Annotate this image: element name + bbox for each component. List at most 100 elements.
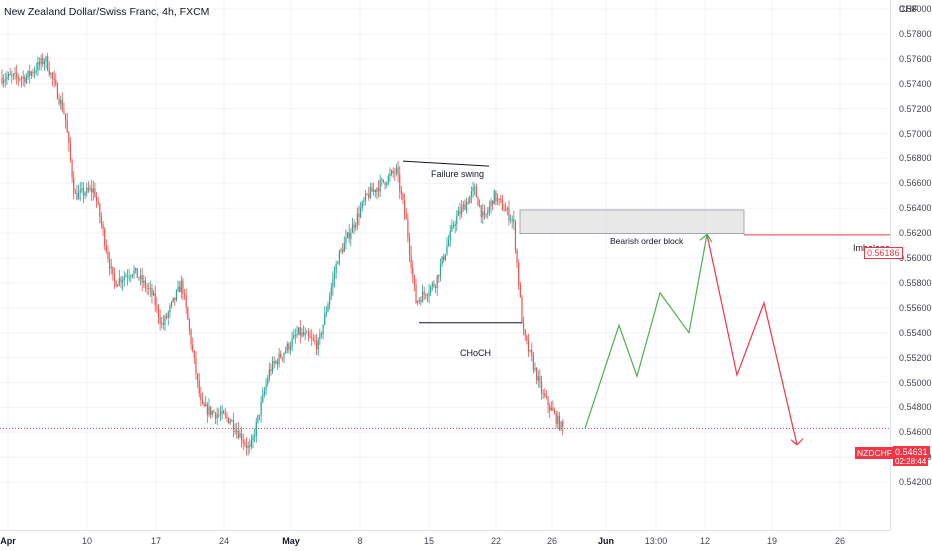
candle bbox=[218, 408, 220, 419]
candle bbox=[553, 407, 556, 415]
candle bbox=[407, 212, 409, 243]
candle bbox=[373, 182, 375, 196]
candle bbox=[183, 289, 186, 301]
candle bbox=[364, 189, 367, 206]
candle bbox=[55, 73, 57, 87]
candle bbox=[322, 324, 324, 340]
candle bbox=[120, 276, 122, 289]
candle bbox=[1, 69, 3, 86]
candle bbox=[417, 300, 419, 306]
candle bbox=[100, 212, 103, 229]
candle bbox=[557, 410, 559, 430]
candle bbox=[285, 346, 287, 354]
candle bbox=[19, 77, 21, 82]
candle bbox=[545, 390, 548, 400]
candle bbox=[9, 67, 11, 76]
candle bbox=[200, 386, 202, 407]
candle bbox=[283, 352, 285, 364]
candle bbox=[237, 422, 239, 440]
candle bbox=[139, 268, 142, 286]
chart-canvas[interactable] bbox=[0, 0, 890, 530]
candle bbox=[265, 377, 267, 396]
candle bbox=[143, 274, 145, 288]
candle bbox=[542, 388, 544, 399]
bearish-order-block-box[interactable] bbox=[519, 209, 745, 235]
candle bbox=[536, 367, 538, 385]
candle bbox=[426, 293, 429, 302]
candle bbox=[214, 412, 217, 425]
candle bbox=[412, 260, 414, 284]
candle bbox=[461, 199, 463, 218]
candle bbox=[505, 202, 507, 212]
candle bbox=[430, 285, 432, 297]
candle bbox=[241, 426, 243, 448]
price-tick: 0.56200 bbox=[899, 228, 932, 239]
candle bbox=[410, 245, 412, 274]
candle bbox=[384, 181, 386, 190]
candle bbox=[428, 284, 430, 304]
candle bbox=[40, 54, 42, 71]
candle bbox=[190, 328, 192, 350]
candle bbox=[71, 158, 73, 183]
projection-down-path[interactable] bbox=[706, 234, 798, 445]
candle bbox=[325, 306, 327, 318]
drawing-overlays[interactable] bbox=[0, 160, 890, 446]
candle bbox=[7, 71, 10, 81]
time-tick: 17 bbox=[150, 536, 162, 546]
candle bbox=[133, 265, 135, 279]
order-block-label: Bearish order block bbox=[610, 236, 684, 246]
candle bbox=[211, 410, 213, 418]
chart-pane[interactable]: New Zealand Dollar/Swiss Franc, 4h, FXCM… bbox=[0, 0, 890, 530]
candle bbox=[555, 410, 557, 428]
candle bbox=[108, 251, 111, 276]
imbalance-price-tag: 0.56186 bbox=[864, 247, 903, 259]
candle bbox=[268, 362, 270, 382]
candle bbox=[562, 419, 564, 436]
candle bbox=[351, 217, 354, 234]
candle bbox=[315, 333, 318, 356]
candle bbox=[508, 200, 510, 226]
price-tick: 0.57000 bbox=[899, 128, 932, 139]
candle bbox=[368, 186, 370, 201]
projection-up-path[interactable] bbox=[584, 234, 708, 429]
price-tick: 0.57600 bbox=[899, 53, 932, 64]
candle bbox=[459, 202, 461, 220]
candle bbox=[278, 348, 280, 368]
price-tick: 0.56600 bbox=[899, 178, 932, 189]
candle bbox=[307, 328, 310, 342]
candle bbox=[327, 301, 329, 313]
candle bbox=[346, 231, 349, 239]
candle bbox=[296, 325, 298, 339]
candle bbox=[48, 61, 50, 77]
candle bbox=[390, 169, 393, 177]
candle bbox=[415, 278, 417, 304]
candle bbox=[104, 226, 106, 251]
candle bbox=[166, 312, 168, 320]
candle bbox=[448, 234, 450, 247]
candle bbox=[531, 342, 533, 362]
candle bbox=[149, 280, 151, 298]
candle bbox=[47, 52, 49, 72]
chart-legend-title: New Zealand Dollar/Swiss Franc, 4h, FXCM bbox=[4, 6, 210, 18]
failure-swing-line[interactable] bbox=[402, 160, 490, 167]
candle bbox=[94, 182, 96, 198]
candle bbox=[511, 215, 513, 229]
candle bbox=[174, 297, 176, 306]
candlestick-series bbox=[1, 52, 564, 456]
candle bbox=[34, 66, 36, 79]
candle bbox=[81, 181, 83, 194]
time-axis[interactable]: Apr 10 17 24 May 8 15 22 26 Jun 13:00 12 19 26 bbox=[0, 530, 890, 551]
candle bbox=[480, 204, 482, 223]
candle bbox=[185, 288, 187, 314]
candle bbox=[400, 185, 402, 200]
candle bbox=[534, 362, 536, 373]
candle bbox=[452, 221, 455, 229]
candle bbox=[24, 74, 26, 88]
candle bbox=[198, 372, 200, 398]
candle bbox=[496, 193, 499, 206]
candle bbox=[275, 359, 277, 365]
time-tick: 13:00 bbox=[644, 536, 668, 546]
candle bbox=[58, 93, 60, 106]
candle bbox=[61, 92, 63, 113]
price-tick: 0.54200 bbox=[899, 477, 932, 488]
